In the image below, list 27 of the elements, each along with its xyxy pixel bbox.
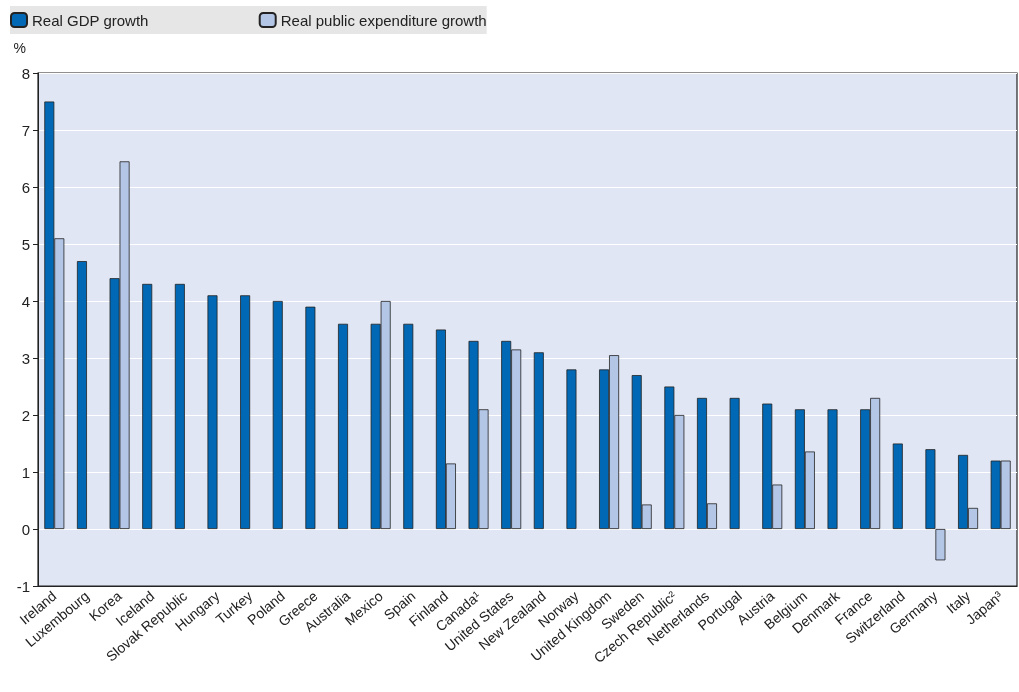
bar bbox=[566, 369, 577, 529]
y-tick-label: 3 bbox=[21, 349, 30, 367]
y-tick-label: 4 bbox=[21, 292, 30, 310]
y-tick-label: 5 bbox=[21, 235, 30, 253]
bar bbox=[207, 295, 218, 529]
y-tick-label: 0 bbox=[21, 520, 30, 538]
bar bbox=[272, 301, 283, 529]
y-tick-label: 8 bbox=[21, 64, 30, 82]
y-tick-label: 2 bbox=[21, 406, 30, 424]
bar bbox=[827, 409, 838, 529]
bar bbox=[533, 352, 544, 529]
y-tick-label: 1 bbox=[21, 463, 30, 481]
legend-label: Real public expenditure growth bbox=[280, 11, 487, 29]
y-tick-label: -1 bbox=[16, 577, 30, 595]
bar bbox=[403, 323, 414, 529]
bar bbox=[174, 283, 185, 529]
bar bbox=[892, 443, 903, 529]
y-axis-title: % bbox=[13, 40, 26, 56]
bar bbox=[142, 283, 153, 529]
bar bbox=[305, 306, 316, 529]
bar bbox=[240, 295, 251, 529]
bar bbox=[76, 261, 87, 529]
bar bbox=[729, 397, 740, 529]
y-tick-label: 6 bbox=[21, 178, 30, 196]
bar bbox=[338, 323, 349, 529]
y-tick-label: 7 bbox=[21, 121, 30, 139]
legend-label: Real GDP growth bbox=[32, 11, 149, 29]
